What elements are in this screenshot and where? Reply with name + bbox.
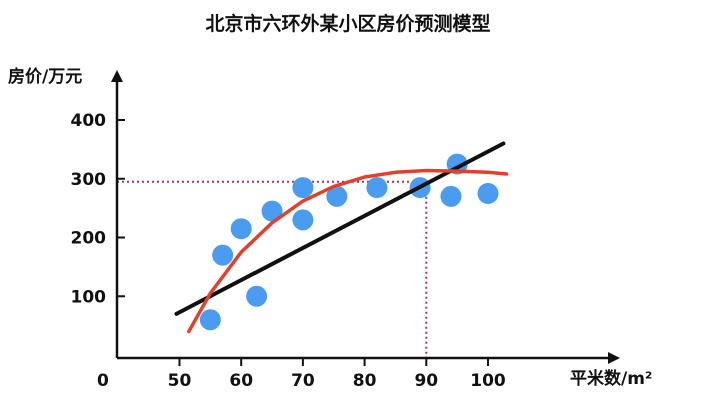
- y-axis-arrow-icon: [111, 70, 123, 82]
- data-point: [199, 309, 221, 331]
- x-tick-label: 100: [470, 371, 506, 391]
- x-tick-label: 50: [168, 371, 192, 391]
- data-point: [261, 200, 283, 222]
- curve-fit-line: [187, 168, 509, 334]
- data-point: [326, 185, 348, 207]
- x-tick-label: 60: [229, 371, 253, 391]
- data-point: [292, 177, 314, 199]
- linear-fit-line: [174, 141, 506, 316]
- data-point: [477, 182, 499, 204]
- x-tick-label: 90: [414, 371, 438, 391]
- x-axis-title: 平米数/m²: [570, 368, 652, 389]
- y-axis-title: 房价/万元: [8, 66, 82, 87]
- data-point: [230, 218, 252, 240]
- origin-label: 0: [97, 371, 109, 391]
- y-tick-label: 400: [71, 111, 107, 131]
- fit-lines: [174, 141, 509, 334]
- data-point: [440, 185, 462, 207]
- x-tick-label: 80: [353, 371, 377, 391]
- data-point: [246, 285, 268, 307]
- y-ticks: 100 200 300 400: [71, 111, 125, 307]
- data-point: [212, 244, 234, 266]
- x-ticks: 50 60 70 80 90 100: [168, 358, 506, 391]
- chart-title: 北京市六环外某小区房价预测模型: [205, 12, 490, 35]
- reference-lines: [117, 180, 428, 358]
- y-tick-label: 100: [71, 287, 107, 307]
- data-point: [292, 209, 314, 231]
- x-tick-label: 70: [291, 371, 315, 391]
- y-tick-label: 300: [71, 170, 107, 190]
- y-tick-label: 200: [71, 229, 107, 249]
- data-point: [366, 177, 388, 199]
- x-axis-arrow-icon: [608, 352, 620, 364]
